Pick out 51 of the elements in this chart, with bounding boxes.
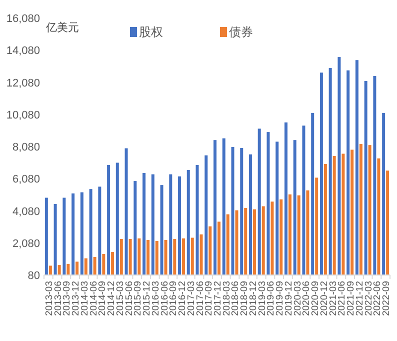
y-tick-label: 4,080 [12, 206, 40, 218]
x-tick-label: 2022-09 [381, 281, 392, 316]
x-tick-label: 2015-06 [124, 281, 135, 316]
y-tick-label: 14,080 [6, 45, 40, 58]
x-tick-label: 2019-09 [274, 281, 286, 316]
y-tick-label: 6,080 [12, 174, 40, 186]
x-tick-label: 2014-09 [97, 281, 108, 316]
x-tick-label: 2015-09 [132, 281, 144, 316]
x-tick-label: 2013-06 [52, 281, 64, 316]
x-tick-label: 2021-03 [328, 281, 339, 316]
x-tick-label: 2014-06 [88, 281, 100, 316]
x-tick-label: 2013-09 [62, 281, 73, 316]
x-tick-label: 2015-03 [114, 281, 126, 316]
legend-label: 债券 [229, 25, 253, 39]
x-tick-label: 2017-09 [204, 281, 215, 316]
x-tick-label: 2017-06 [194, 281, 206, 316]
y-axis-title: 亿美元 [45, 21, 79, 34]
x-tick-label: 2019-06 [266, 281, 277, 316]
legend-label: 股权 [139, 25, 163, 39]
x-tick-label: 2022-03 [363, 281, 374, 316]
x-tick-label: 2020-09 [310, 281, 322, 316]
x-tick-label: 2020-03 [292, 281, 304, 316]
x-tick-label: 2013-03 [44, 281, 55, 316]
x-tick-label: 2014-12 [106, 281, 118, 316]
y-tick-label: 8,080 [12, 142, 40, 154]
x-tick-label: 2017-12 [212, 281, 224, 316]
x-tick-label: 2020-06 [301, 281, 312, 316]
x-tick-label: 2021-12 [354, 281, 366, 316]
y-tick-label: 80 [28, 270, 40, 282]
x-tick-label: 2016-12 [177, 281, 188, 316]
x-tick-label: 2016-09 [168, 281, 180, 316]
x-tick-label: 2017-03 [186, 281, 197, 316]
y-tick-label: 12,080 [6, 77, 40, 90]
x-tick-label: 2016-03 [150, 281, 162, 316]
x-tick-label: 2021-06 [336, 281, 348, 316]
x-tick-label: 2018-09 [239, 281, 250, 316]
x-tick-label: 2020-12 [318, 281, 330, 316]
x-tick-label: 2022-06 [372, 281, 384, 316]
y-tick-label: 2,080 [12, 238, 40, 250]
x-tick-label: 2019-03 [256, 281, 268, 316]
x-tick-label: 2015-12 [142, 281, 153, 316]
y-tick-label: 10,080 [6, 109, 40, 122]
x-tick-label: 2014-03 [79, 281, 90, 316]
x-tick-label: 2018-03 [221, 281, 232, 316]
x-tick-label: 2016-06 [159, 281, 170, 316]
x-tick-label: 2019-12 [283, 281, 294, 316]
x-tick-label: 2013-12 [70, 281, 82, 316]
x-tick-label: 2018-06 [230, 281, 242, 316]
y-tick-label: 16,080 [6, 13, 40, 25]
x-tick-label: 2018-12 [248, 281, 259, 316]
x-tick-label: 2021-09 [346, 281, 357, 316]
